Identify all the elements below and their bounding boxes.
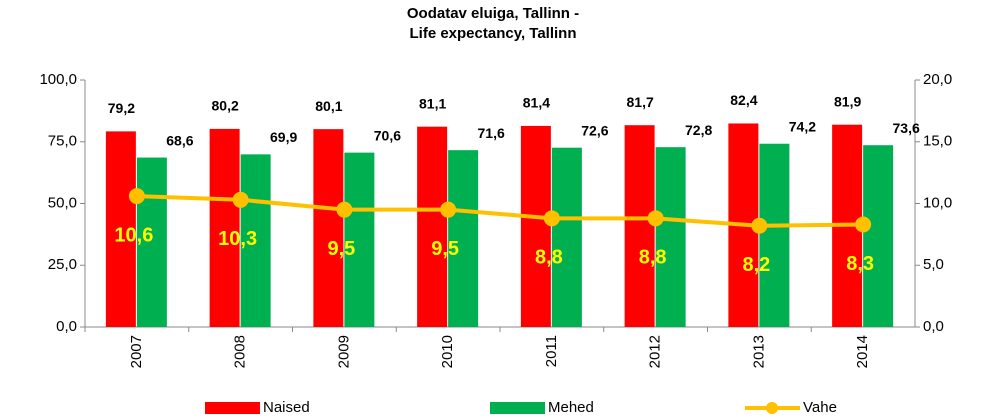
line-marker bbox=[128, 188, 145, 205]
data-label: 81,7 bbox=[627, 94, 654, 110]
bar bbox=[655, 147, 686, 327]
legend-label: Vahe bbox=[803, 399, 837, 416]
data-label: 72,8 bbox=[685, 122, 712, 138]
chart-title: Oodatav eluiga, Tallinn - bbox=[407, 5, 579, 22]
data-label: 79,2 bbox=[108, 100, 135, 116]
x-tick-label: 2011 bbox=[543, 335, 560, 367]
bar bbox=[624, 125, 655, 328]
y-tick-label: 50,0 bbox=[48, 194, 77, 211]
bar bbox=[863, 145, 894, 327]
bar bbox=[136, 157, 167, 327]
legend-label: Naised bbox=[263, 399, 310, 416]
bar bbox=[313, 129, 344, 327]
line-marker bbox=[647, 210, 664, 227]
x-tick-label: 2008 bbox=[232, 335, 249, 368]
legend-swatch bbox=[205, 402, 260, 414]
data-label: 68,6 bbox=[166, 132, 193, 148]
y2-tick-label: 20,0 bbox=[923, 71, 952, 88]
x-tick-label: 2010 bbox=[439, 335, 456, 368]
bar bbox=[520, 125, 551, 327]
line-marker bbox=[855, 216, 872, 233]
bar bbox=[448, 150, 479, 327]
x-tick-label: 2014 bbox=[854, 335, 871, 368]
data-label: 81,4 bbox=[523, 95, 550, 111]
data-label: 10,3 bbox=[218, 228, 257, 250]
data-label: 74,2 bbox=[789, 118, 816, 134]
data-label: 81,1 bbox=[419, 95, 446, 111]
data-label: 73,6 bbox=[893, 120, 920, 136]
data-label: 80,1 bbox=[315, 98, 342, 114]
line bbox=[136, 194, 864, 228]
data-label: 80,2 bbox=[212, 98, 239, 114]
data-label: 9,5 bbox=[431, 238, 459, 260]
x-tick-label: 2013 bbox=[750, 335, 767, 368]
y-tick-label: 0,0 bbox=[56, 318, 77, 335]
data-label: 82,4 bbox=[730, 92, 757, 108]
chart-title: Life expectancy, Tallinn bbox=[410, 25, 577, 42]
line-marker bbox=[336, 201, 353, 218]
y2-tick-label: 10,0 bbox=[923, 194, 952, 211]
data-label: 69,9 bbox=[270, 129, 297, 145]
data-label: 8,8 bbox=[639, 247, 667, 269]
bar bbox=[240, 154, 271, 327]
data-label: 8,8 bbox=[535, 247, 563, 269]
y2-tick-label: 0,0 bbox=[923, 318, 944, 335]
line-marker bbox=[543, 210, 560, 227]
legend-label: Mehed bbox=[548, 399, 594, 416]
data-label: 72,6 bbox=[581, 122, 608, 138]
x-tick-label: 2009 bbox=[335, 335, 352, 368]
legend-swatch bbox=[766, 402, 778, 414]
line-marker bbox=[751, 217, 768, 234]
legend-swatch bbox=[490, 402, 545, 414]
y-tick-label: 25,0 bbox=[48, 256, 77, 273]
y2-tick-label: 15,0 bbox=[923, 133, 952, 150]
bar bbox=[417, 126, 448, 327]
line-marker bbox=[440, 201, 457, 218]
bar bbox=[209, 128, 240, 327]
line-marker bbox=[232, 191, 249, 208]
data-label: 8,2 bbox=[742, 254, 770, 276]
y2-tick-label: 5,0 bbox=[923, 256, 944, 273]
bar bbox=[759, 143, 790, 327]
bar bbox=[551, 147, 582, 327]
y-tick-label: 100,0 bbox=[39, 71, 77, 88]
data-label: 9,5 bbox=[327, 238, 355, 260]
bar bbox=[344, 152, 375, 327]
data-label: 70,6 bbox=[374, 127, 401, 143]
x-tick-label: 2012 bbox=[647, 335, 664, 368]
data-label: 8,3 bbox=[846, 253, 874, 275]
data-label: 81,9 bbox=[834, 93, 861, 109]
data-label: 71,6 bbox=[478, 125, 505, 141]
data-label: 10,6 bbox=[114, 224, 153, 246]
y-tick-label: 75,0 bbox=[48, 133, 77, 150]
x-tick-label: 2007 bbox=[128, 335, 145, 368]
bar bbox=[105, 131, 136, 327]
